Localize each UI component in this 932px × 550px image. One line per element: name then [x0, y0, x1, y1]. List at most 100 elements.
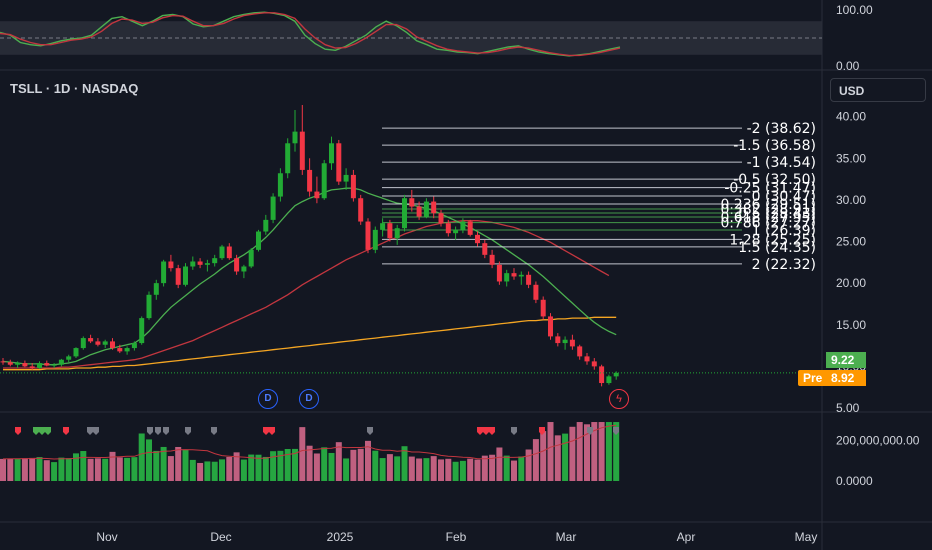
dividend-marker[interactable]: D [258, 389, 278, 409]
volume-bar [562, 433, 569, 481]
candle-body [161, 261, 167, 284]
volume-bar [204, 461, 211, 481]
volume-bar [109, 451, 116, 481]
candle-body [168, 261, 174, 269]
currency-button[interactable]: USD [830, 78, 926, 102]
candle-body [314, 191, 320, 199]
candle-body [562, 339, 568, 344]
candle-body [613, 372, 619, 377]
volume-bar [58, 457, 65, 481]
candle-body [526, 274, 532, 285]
volume-bar [240, 459, 247, 481]
volume-bar [569, 426, 576, 481]
candle-body [292, 131, 298, 144]
volume-bar [401, 446, 408, 481]
volume-bar [299, 427, 306, 481]
volume-bar [29, 457, 36, 481]
volume-bar [445, 458, 452, 481]
price-tick-label: 20.00 [836, 276, 866, 290]
symbol-title: TSLL · 1D · NASDAQ [10, 81, 139, 96]
candle-body [88, 338, 94, 342]
signal-flag [15, 427, 21, 435]
volume-bar [481, 455, 488, 481]
candle-body [350, 174, 356, 199]
oscillator-band [0, 21, 822, 55]
candle-body [241, 266, 247, 272]
volume-bar [14, 458, 21, 481]
volume-bar [518, 456, 525, 481]
candle-body [540, 299, 546, 317]
candle-body [219, 246, 225, 259]
volume-bar [613, 422, 620, 481]
volume-bar [386, 454, 393, 481]
volume-bar [21, 458, 28, 481]
volume-bar [416, 458, 423, 481]
candle-body [460, 221, 466, 230]
volume-bar [7, 458, 14, 481]
time-tick-label: Mar [556, 530, 577, 544]
volume-bar [248, 454, 255, 481]
volume-bar [189, 459, 196, 481]
candle-body [394, 228, 400, 239]
volume-bar [36, 457, 43, 481]
signal-flag [489, 427, 495, 435]
candle-body [117, 348, 123, 352]
signal-flag [483, 427, 489, 435]
volume-bar [379, 458, 386, 481]
volume-tick-label: 0.0000 [836, 474, 873, 488]
fib-level-label: 0.786 (27.27) [720, 216, 816, 232]
candle-body [606, 376, 612, 384]
volume-bar [394, 456, 401, 481]
candle-body [496, 264, 502, 282]
fib-level-label: 0.618 (27.95) [720, 210, 816, 226]
volume-bar [80, 451, 87, 481]
volume-bar [94, 458, 101, 481]
candle-body [124, 348, 130, 352]
oscillator-line-d [0, 12, 621, 57]
volume-bar [489, 454, 496, 481]
candle-body [226, 246, 232, 259]
candle-body [548, 316, 553, 337]
volume-bar [357, 448, 364, 481]
dividend-marker[interactable]: D [299, 389, 319, 409]
volume-bar [65, 458, 72, 481]
candle-body [577, 346, 583, 357]
candle-body [489, 254, 495, 265]
candle-body [475, 234, 480, 244]
signal-flag [587, 427, 593, 435]
volume-ma-line [2, 424, 617, 460]
fib-level-label: 0 (30.47) [752, 189, 816, 205]
signal-flag [269, 427, 275, 435]
candle-body [183, 266, 188, 285]
candle-body [445, 223, 451, 234]
volume-bar [467, 458, 474, 481]
time-tick-label: Feb [446, 530, 467, 544]
volume-bar [211, 461, 218, 481]
volume-bar [423, 458, 430, 481]
volume-bar [540, 431, 547, 481]
volume-bar [321, 447, 328, 481]
volume-bar [102, 458, 109, 481]
candle-body [139, 318, 145, 344]
candle-body [533, 284, 539, 300]
candle-body [321, 163, 327, 199]
candle-body [387, 223, 393, 239]
volume-bar [372, 450, 379, 481]
candle-body [329, 143, 334, 164]
candle-body [175, 268, 181, 285]
volume-bar [233, 452, 240, 481]
signal-flag [63, 427, 69, 435]
candle-body [336, 143, 342, 182]
fib-level-label: 1.5 (24.35) [738, 240, 816, 256]
candle-body [358, 198, 364, 222]
volume-bar [438, 459, 444, 481]
candle-body [416, 206, 422, 217]
volume-bar [313, 453, 320, 481]
volume-bar [175, 446, 182, 481]
earnings-icon[interactable]: ϟ [609, 389, 629, 409]
volume-bar [219, 459, 225, 481]
volume-bar [160, 446, 167, 481]
volume-bar [138, 433, 145, 481]
volume-bar [605, 422, 612, 481]
